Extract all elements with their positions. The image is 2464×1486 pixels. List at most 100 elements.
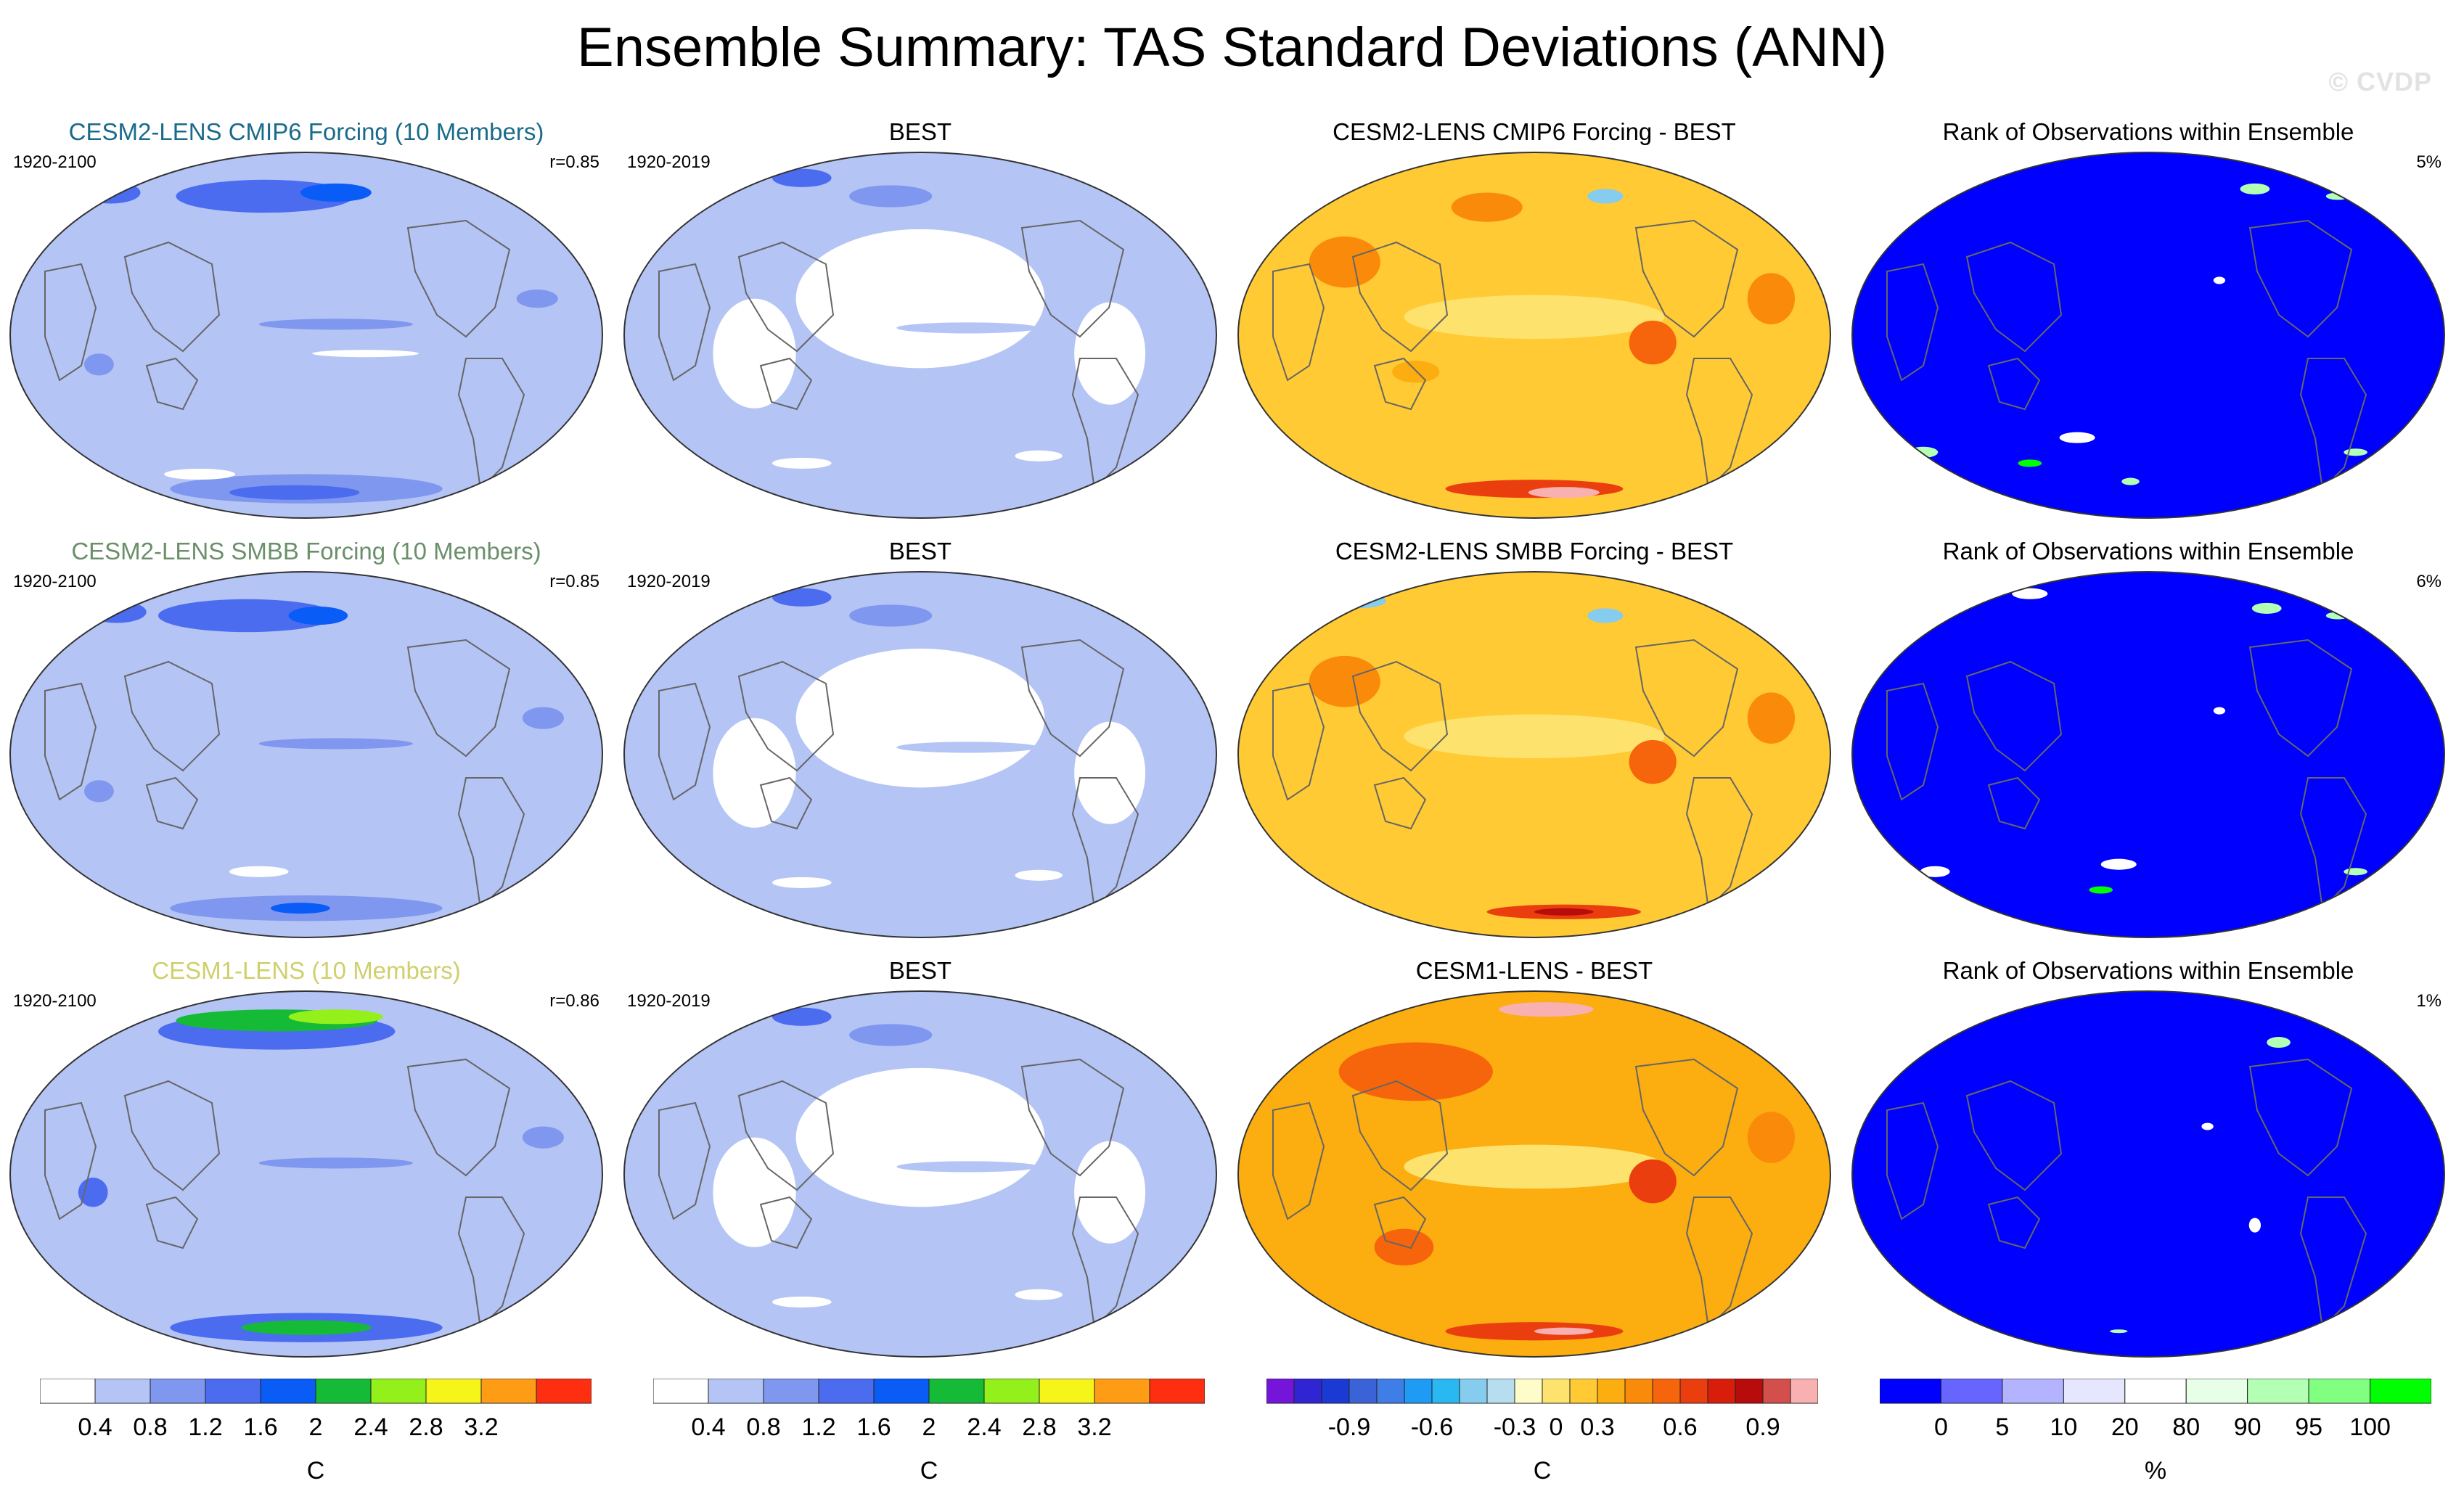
map-region-6 [312,350,419,358]
colorbar-tick-label: 95 [2295,1413,2322,1441]
panel-obs-row-2: BEST 1920-2019 [615,535,1225,942]
panel-title: BEST [888,957,952,984]
colorbar-swatch [1624,1378,1653,1404]
coastline-2 [406,219,511,338]
panel-period: 1920-2100 [13,991,97,1011]
colorbar-tick-label: -0.9 [1328,1413,1371,1441]
coastline-2 [2248,219,2353,338]
map-diff [1237,571,1831,938]
map-rank [1851,152,2445,519]
colorbar-tick-label: 0.6 [1663,1413,1697,1441]
map-field [1238,152,1830,518]
colorbar-tick-label: 10 [2050,1413,2077,1441]
colorbar-swatch [2308,1378,2371,1404]
map-region-7 [1015,1289,1063,1300]
coastline-2 [2248,639,2353,758]
map-region-2 [1629,739,1677,784]
colorbar-swatch [983,1378,1040,1404]
map-border [9,571,603,938]
colorbar-swatch [1404,1378,1433,1404]
colorbar-tick-label: 80 [2172,1413,2200,1441]
coastline-4 [1272,1101,1325,1220]
colorbar-swatch [763,1378,819,1404]
colorbar-swatch [1486,1378,1515,1404]
map-border [623,571,1217,938]
coastline-4 [1886,682,1939,801]
map-border [1237,152,1831,519]
map-region-6 [772,877,832,888]
colorbar-tick-label: 1.6 [856,1413,891,1441]
panel-obs-row-3: BEST 1920-2019 [615,955,1225,1361]
map-field [624,991,1216,1357]
coastline-2 [2248,1058,2353,1177]
coastline-2 [1020,1058,1125,1177]
map-region-0 [1404,714,1665,759]
colorbar-swatch [873,1378,930,1404]
map-region-0 [795,648,1045,788]
coastline-1 [1987,1196,2041,1249]
coastline-2 [406,1058,511,1177]
colorbar-swatch [2370,1378,2432,1404]
map-region-6 [1327,594,1386,609]
map-region-1 [2248,1218,2262,1233]
colorbar-tick-label: 2.8 [409,1413,443,1441]
colorbar-swatch [1459,1378,1488,1404]
colorbar-tick-label: 0.3 [1580,1413,1614,1441]
map-field [624,572,1216,937]
panel-pattern-correlation: r=0.85 [549,152,599,172]
colorbar-swatch [1762,1378,1791,1404]
map-region-1 [1309,236,1380,288]
panel-diff-row-2: CESM2-LENS SMBB Forcing - BEST [1229,535,1839,942]
coastline-1 [1373,776,1427,830]
colorbar-tick-label: 2.4 [353,1413,388,1441]
panel-diff-row-1: CESM2-LENS CMIP6 Forcing - BEST [1229,116,1839,522]
map-region-4 [271,903,330,914]
colorbar-swatch [1348,1378,1378,1404]
colorbar-swatch [1039,1378,1095,1404]
map-region-5 [258,319,413,330]
map-region-3 [772,1007,832,1026]
colorbar-swatch [370,1378,427,1404]
coastline-0 [1351,660,1449,772]
map-obs [623,990,1217,1358]
map-region-8 [1392,361,1440,383]
colorbar-tick-label: 2.8 [1022,1413,1056,1441]
colorbar-swatch [1707,1378,1736,1404]
colorbar-swatch [1266,1378,1295,1404]
colorbar-swatch [1879,1378,1941,1404]
coastline-1 [145,776,199,830]
colorbar-swatch [425,1378,482,1404]
map-region-7 [522,707,564,729]
map-region-2 [1629,320,1677,365]
map-region-0 [2267,1037,2291,1048]
map-region-4 [849,185,933,208]
map-region-8 [2121,477,2140,485]
coastline-1 [145,357,199,411]
map-region-1 [300,183,372,202]
map-background [1852,991,2444,1357]
colorbar-swatch [1790,1378,1819,1404]
panel-model-row-1: CESM2-LENS CMIP6 Forcing (10 Members) 192… [1,116,611,522]
map-border [623,990,1217,1358]
map-obs [623,571,1217,938]
map-border [1851,990,2445,1358]
coastline-4 [44,263,97,382]
map-region-3 [1629,1159,1677,1204]
coastline-0 [1965,660,2063,772]
coastline-0 [1965,1080,2063,1191]
map-border [9,990,603,1358]
colorbar-swatch [1321,1378,1350,1404]
colorbar-swatch [480,1378,537,1404]
coastline-1 [145,1196,199,1249]
coastline-1 [1373,357,1427,411]
colorbar-tick-label: -0.6 [1411,1413,1454,1441]
map-border [1851,571,2445,938]
colorbar-tick-label: 0 [1550,1413,1563,1441]
map-region-2 [1074,1141,1146,1244]
colorbar-swatch [94,1378,151,1404]
cvdp-watermark: © CVDP [2328,67,2432,97]
colorbar-rank: 0 5 10 20 80 90 95 100 % [1879,1378,2432,1485]
map-region-4 [1747,1112,1796,1163]
coastline-0 [123,241,221,353]
coastline-2 [1020,219,1125,338]
